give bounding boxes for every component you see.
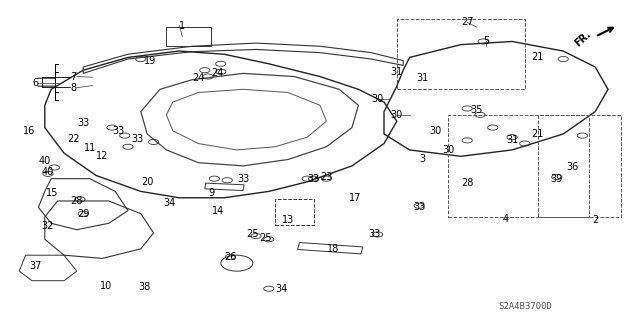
Text: 15: 15	[46, 188, 59, 198]
Text: 2: 2	[592, 215, 598, 225]
Text: 21: 21	[531, 129, 544, 139]
Text: 33: 33	[307, 174, 320, 184]
Text: 18: 18	[326, 244, 339, 254]
Text: 40: 40	[42, 167, 54, 177]
Bar	[448, 115, 589, 217]
Text: 8: 8	[70, 83, 77, 93]
Text: 40: 40	[38, 156, 51, 166]
Text: 34: 34	[275, 284, 288, 294]
Text: 31: 31	[416, 73, 429, 83]
Text: 33: 33	[237, 174, 250, 184]
Text: S2A4B3700D: S2A4B3700D	[498, 302, 552, 311]
Text: 27: 27	[461, 17, 474, 27]
Text: 16: 16	[22, 126, 35, 136]
Text: 32: 32	[42, 221, 54, 232]
Text: 31: 31	[506, 135, 518, 145]
Text: 20: 20	[141, 177, 154, 187]
Text: 30: 30	[442, 145, 454, 155]
Text: 29: 29	[77, 209, 90, 219]
Bar	[397, 19, 525, 89]
Text: 6: 6	[32, 78, 38, 88]
Text: 30: 30	[429, 126, 442, 136]
Text: 10: 10	[99, 280, 112, 291]
Text: 9: 9	[208, 188, 214, 198]
Text: 13: 13	[282, 215, 294, 225]
Text: 25: 25	[246, 229, 259, 240]
Text: 24: 24	[211, 68, 224, 78]
Text: 21: 21	[531, 52, 544, 63]
Text: FR.: FR.	[572, 29, 593, 49]
Text: 19: 19	[144, 56, 157, 66]
Text: 22: 22	[67, 134, 80, 144]
Text: 33: 33	[413, 202, 426, 212]
Text: 35: 35	[470, 105, 483, 115]
Text: 23: 23	[320, 172, 333, 182]
Text: 31: 31	[390, 67, 403, 77]
Text: 30: 30	[390, 110, 403, 120]
Bar	[298, 242, 363, 254]
Text: 26: 26	[224, 252, 237, 262]
Text: 14: 14	[211, 205, 224, 216]
Text: 25: 25	[259, 233, 272, 243]
Text: 38: 38	[138, 282, 150, 292]
Text: 28: 28	[461, 178, 474, 189]
Text: 3: 3	[419, 154, 426, 165]
Text: 33: 33	[368, 229, 381, 240]
Text: 1: 1	[179, 20, 186, 31]
Bar	[538, 115, 621, 217]
Bar	[275, 199, 314, 225]
Text: 5: 5	[483, 36, 490, 47]
Text: 37: 37	[29, 261, 42, 271]
Text: 17: 17	[349, 193, 362, 203]
Text: 28: 28	[70, 196, 83, 206]
Text: 33: 33	[131, 134, 144, 144]
Text: 36: 36	[566, 162, 579, 173]
Text: 7: 7	[70, 71, 77, 82]
Text: 39: 39	[550, 174, 563, 184]
Text: 33: 33	[112, 126, 125, 136]
Text: 11: 11	[83, 143, 96, 153]
Bar	[205, 183, 244, 190]
Text: 24: 24	[192, 73, 205, 83]
Text: 30: 30	[371, 94, 384, 104]
Bar	[166, 27, 211, 46]
Text: 34: 34	[163, 197, 176, 208]
Text: 12: 12	[96, 151, 109, 161]
Text: 4: 4	[502, 213, 509, 224]
Text: 33: 33	[77, 118, 90, 128]
